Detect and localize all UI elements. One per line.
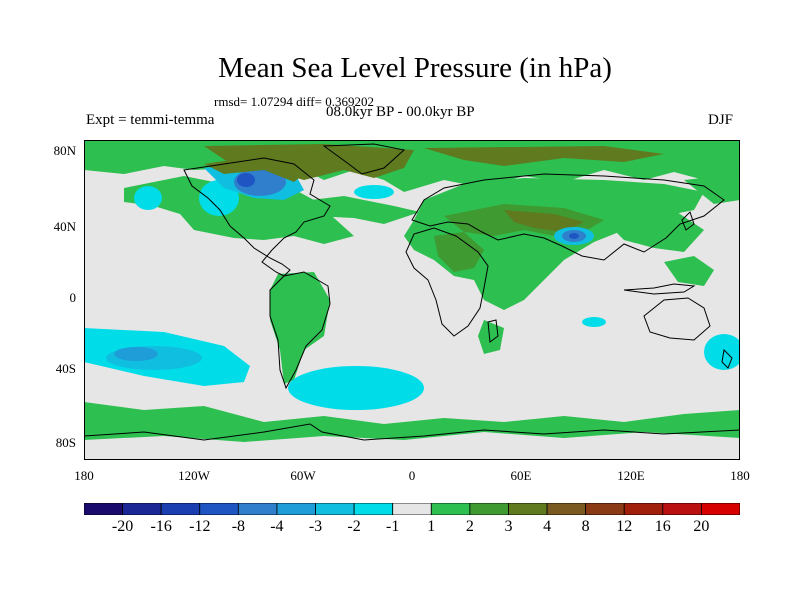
colorbar-cell xyxy=(199,503,239,515)
rmsd-diff-stats: rmsd= 1.07294 diff= 0.369202 xyxy=(214,94,374,109)
iran-high xyxy=(504,210,584,232)
lon-label-180w: 180 xyxy=(74,468,94,483)
colorbar xyxy=(84,503,740,515)
maritime-positive xyxy=(664,256,714,286)
colorbar-label: 3 xyxy=(504,518,513,535)
colorbar-label: -4 xyxy=(270,518,284,535)
coastlines xyxy=(84,143,740,441)
colorbar-cell xyxy=(701,503,740,515)
pacific-positive-east xyxy=(684,174,740,204)
colorbar-cell xyxy=(315,503,355,515)
map-frame xyxy=(84,140,740,460)
colorbar-label: -1 xyxy=(386,518,400,535)
coast-antarctica xyxy=(84,423,740,441)
coast-madagascar xyxy=(487,319,499,343)
colorbar-cell xyxy=(353,503,394,515)
south-pacific-low-min xyxy=(114,347,158,361)
lat-label-80n: 80N xyxy=(53,143,76,158)
coast-north-america xyxy=(183,157,331,277)
lat-label-equator: 0 xyxy=(69,290,77,305)
lon-label-180e: 180 xyxy=(730,468,750,483)
coast-africa xyxy=(405,227,489,337)
south-atlantic-low xyxy=(288,366,424,410)
colorbar-label: -16 xyxy=(150,518,172,535)
coast-south-america xyxy=(269,271,331,390)
na-arctic-high xyxy=(204,158,304,182)
lon-label-120w: 120W xyxy=(178,468,210,483)
antarctica-patches xyxy=(84,432,740,460)
lat-label-80s: 80S xyxy=(55,435,76,450)
period-label: 08.0kyr BP - 00.0kyr BP xyxy=(326,104,475,120)
colorbar-label: -12 xyxy=(189,518,211,535)
colorbar-cell xyxy=(469,503,509,515)
colorbar-cell xyxy=(585,503,625,515)
colorbar-cell xyxy=(160,503,201,515)
colorbar-cell xyxy=(623,503,664,515)
colorbar-cell xyxy=(84,503,123,515)
east-asia-positive xyxy=(604,210,704,252)
colorbar-cell xyxy=(392,503,432,515)
lat-label-40n: 40N xyxy=(53,219,76,234)
greenland-high xyxy=(204,144,414,180)
colorbar-label: 2 xyxy=(465,518,474,535)
colorbar-label: -20 xyxy=(111,518,134,535)
colorbar-label: 8 xyxy=(581,518,590,535)
colorbar-label: -2 xyxy=(347,518,361,535)
arabia-high xyxy=(434,232,484,272)
colorbar-label: -3 xyxy=(308,518,323,535)
colorbar-cell xyxy=(508,503,548,515)
colorbar-label: 16 xyxy=(654,518,671,535)
colorbar-cell xyxy=(122,503,162,515)
season-label: DJF xyxy=(708,112,734,128)
colorbar-label: 12 xyxy=(616,518,633,535)
canada-low-min xyxy=(237,173,255,187)
indian-ocean-low xyxy=(582,317,606,327)
lat-label-40s: 40S xyxy=(55,361,76,376)
lon-label-0: 0 xyxy=(408,468,416,483)
lon-label-120e: 120E xyxy=(617,468,645,483)
colorbar-label: 4 xyxy=(543,518,552,535)
coast-japan xyxy=(681,211,695,231)
experiment-label: Expt = temmi-temma xyxy=(86,112,215,128)
colorbar-label: 20 xyxy=(693,518,710,535)
south-america-positive xyxy=(270,272,330,384)
colorbar-cell xyxy=(430,503,471,515)
colorbar-label: -8 xyxy=(231,518,246,535)
colorbar-cell xyxy=(662,503,702,515)
arctic-high-east xyxy=(424,146,664,166)
coast-greenland xyxy=(322,143,406,175)
colorbar-cell xyxy=(237,503,278,515)
north-atlantic-low xyxy=(354,185,394,199)
coast-australia xyxy=(643,297,711,341)
lon-label-60e: 60E xyxy=(510,468,532,483)
lon-label-60w: 60W xyxy=(290,468,316,483)
colorbar-cells xyxy=(84,503,740,515)
coast-indonesia xyxy=(623,283,696,295)
chart-title: Mean Sea Level Pressure (in hPa) xyxy=(218,52,612,84)
coast-eurasia xyxy=(411,173,725,261)
colorbar-label: 1 xyxy=(427,518,436,535)
coast-new-zealand xyxy=(721,348,733,369)
tibet-low-min xyxy=(569,233,579,239)
pressure-difference-map xyxy=(84,140,740,460)
colorbar-cell xyxy=(546,503,587,515)
colorbar-cell xyxy=(276,503,316,515)
npacific-low xyxy=(134,186,162,210)
